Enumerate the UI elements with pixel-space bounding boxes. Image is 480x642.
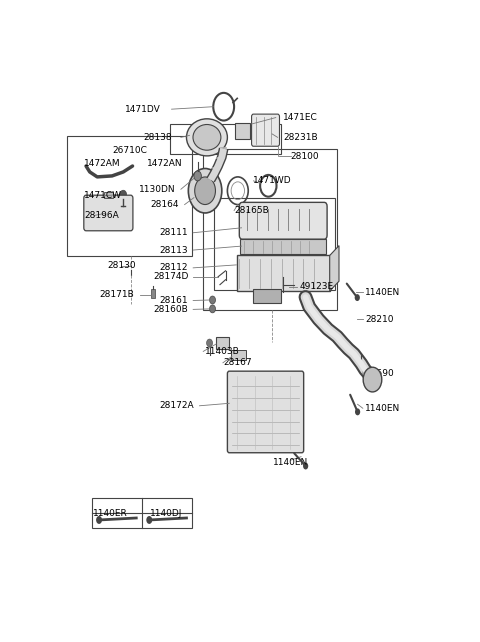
Text: 28210: 28210 <box>365 315 394 324</box>
Text: 1472AN: 1472AN <box>147 159 183 168</box>
Text: 1140EN: 1140EN <box>365 288 400 297</box>
Text: 1472AM: 1472AM <box>84 159 121 168</box>
Text: 1140EN: 1140EN <box>273 458 308 467</box>
Bar <box>151 289 155 298</box>
Circle shape <box>210 305 216 313</box>
Text: 1471WD: 1471WD <box>253 177 292 186</box>
Bar <box>253 289 281 304</box>
Text: 49123E: 49123E <box>300 282 334 291</box>
Text: 11403B: 11403B <box>205 347 240 356</box>
Circle shape <box>355 294 360 301</box>
Text: 28165B: 28165B <box>235 206 270 215</box>
Text: 28111: 28111 <box>160 229 188 238</box>
Circle shape <box>303 462 308 469</box>
Circle shape <box>120 190 127 199</box>
Text: 28100: 28100 <box>290 152 319 160</box>
Bar <box>231 350 246 360</box>
Bar <box>235 123 250 139</box>
Bar <box>216 336 229 349</box>
Text: 1471EC: 1471EC <box>283 113 318 122</box>
Circle shape <box>96 516 102 524</box>
Text: 28161: 28161 <box>160 296 188 305</box>
Text: 28171B: 28171B <box>100 290 134 299</box>
Circle shape <box>146 516 152 524</box>
FancyBboxPatch shape <box>228 371 304 453</box>
Text: 28138: 28138 <box>143 133 172 142</box>
Text: 1471CW: 1471CW <box>84 191 122 200</box>
Bar <box>104 192 113 198</box>
Circle shape <box>206 339 213 347</box>
Text: 1130DN: 1130DN <box>139 185 175 194</box>
Circle shape <box>359 361 364 369</box>
Text: 1140ER: 1140ER <box>93 508 128 517</box>
Bar <box>67 136 192 256</box>
Circle shape <box>355 408 360 415</box>
Text: 86590: 86590 <box>365 369 394 378</box>
Text: 28174D: 28174D <box>153 272 188 281</box>
Text: 1471DV: 1471DV <box>125 105 160 114</box>
Bar <box>237 256 330 291</box>
Bar <box>215 198 335 290</box>
Circle shape <box>194 171 202 181</box>
Text: 28164: 28164 <box>151 200 179 209</box>
Ellipse shape <box>186 119 228 156</box>
Text: 28113: 28113 <box>160 245 188 255</box>
Text: 28231B: 28231B <box>283 133 318 142</box>
Bar <box>92 498 192 528</box>
Text: 28112: 28112 <box>160 263 188 272</box>
FancyBboxPatch shape <box>240 202 327 239</box>
Text: 1140EN: 1140EN <box>365 404 400 413</box>
Circle shape <box>195 177 216 205</box>
Text: 28160B: 28160B <box>154 305 188 314</box>
Bar <box>203 149 337 310</box>
Circle shape <box>210 296 216 304</box>
Circle shape <box>363 367 382 392</box>
Circle shape <box>188 168 222 213</box>
Bar <box>170 124 281 153</box>
FancyBboxPatch shape <box>84 195 133 230</box>
Text: 28130: 28130 <box>107 261 136 270</box>
Text: 28172A: 28172A <box>159 401 194 410</box>
Text: 28167: 28167 <box>224 358 252 367</box>
FancyBboxPatch shape <box>252 114 279 146</box>
Text: 1140DJ: 1140DJ <box>150 508 182 517</box>
Bar <box>240 239 326 254</box>
Polygon shape <box>330 246 339 291</box>
Text: 28196A: 28196A <box>84 211 119 220</box>
Text: 26710C: 26710C <box>112 146 147 155</box>
Ellipse shape <box>193 125 221 150</box>
